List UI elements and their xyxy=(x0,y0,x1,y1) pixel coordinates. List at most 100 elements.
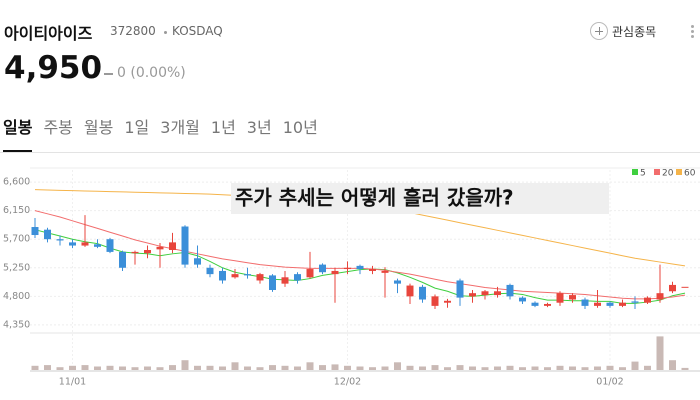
candle-body xyxy=(681,286,689,288)
more-menu[interactable] xyxy=(691,25,694,40)
volume-bar xyxy=(331,364,339,370)
volume-bar xyxy=(81,365,89,370)
y-tick-label: 5,250 xyxy=(3,262,30,273)
legend-label: 60 xyxy=(684,169,696,179)
candle-body xyxy=(431,296,439,306)
volume-bar xyxy=(381,366,389,370)
moving-average xyxy=(34,210,686,300)
legend-label: 20 xyxy=(662,169,674,179)
volume-bar xyxy=(306,362,314,370)
candle-body xyxy=(56,239,64,241)
period-tab[interactable]: 1년 xyxy=(210,118,236,137)
volume-bar xyxy=(294,366,301,370)
volume-bar xyxy=(556,365,564,370)
volume-bar xyxy=(281,365,289,370)
candle-body xyxy=(519,297,526,302)
volume-bar xyxy=(481,367,489,370)
period-tab[interactable]: 월봉 xyxy=(83,118,114,137)
volume-bar xyxy=(369,367,376,370)
volume-bar xyxy=(656,336,664,370)
volume-bar xyxy=(106,365,114,370)
candle-body xyxy=(244,274,251,276)
volume-bar xyxy=(144,366,151,370)
volume-bar xyxy=(569,366,576,370)
watch-label: 관심종목 xyxy=(612,24,657,39)
volume-bar xyxy=(156,367,164,370)
y-tick-label: 6,600 xyxy=(3,177,30,188)
no-change-icon xyxy=(104,73,113,75)
volume-bar xyxy=(44,365,51,370)
volume-bar xyxy=(531,366,539,370)
candle-body xyxy=(81,242,89,246)
candle-body xyxy=(219,270,226,281)
volume-bar xyxy=(419,366,426,370)
volume-bar xyxy=(319,365,326,370)
volume-bar xyxy=(356,366,364,370)
volume-bar xyxy=(169,365,176,370)
candle-body xyxy=(456,280,464,298)
volume-bar xyxy=(69,365,76,370)
candle-body xyxy=(206,267,214,275)
volume-bar xyxy=(119,366,126,370)
stock-name: 아이티아이즈 xyxy=(4,24,93,43)
period-tab[interactable]: 일봉 xyxy=(3,110,33,152)
plus-icon xyxy=(590,22,608,40)
volume-bar xyxy=(669,360,676,370)
price: 4,950 xyxy=(4,50,103,86)
volume-bar xyxy=(181,360,189,370)
candle-body xyxy=(631,301,639,303)
candle-body xyxy=(181,226,189,265)
candle-body xyxy=(194,258,201,265)
volume-bar xyxy=(444,367,451,370)
watch-button[interactable]: 관심종목 xyxy=(590,22,656,40)
period-tabs: 일봉 주봉 월봉 1일 3개월 1년 3년 10년 xyxy=(0,110,700,153)
volume-bar xyxy=(456,365,464,370)
candle-body xyxy=(356,265,364,270)
candle-body xyxy=(231,274,239,278)
legend-swatch xyxy=(632,169,638,175)
volume-bar xyxy=(519,367,526,370)
candle-body xyxy=(594,302,601,306)
volume-bar xyxy=(644,365,651,370)
separator xyxy=(164,31,167,34)
candle-body xyxy=(44,229,51,240)
y-tick-label: 4,800 xyxy=(3,291,30,302)
volume-bar xyxy=(581,367,589,370)
period-tab[interactable]: 3년 xyxy=(246,118,272,137)
volume-bar xyxy=(231,362,239,370)
volume-bar xyxy=(94,366,101,370)
period-tab[interactable]: 주봉 xyxy=(43,118,73,137)
candle-body xyxy=(144,250,151,254)
chart-title: 주가 추세는 어떻게 흘러 갔을까? xyxy=(235,186,514,210)
market: KOSDAQ xyxy=(172,24,223,38)
volume-bar xyxy=(506,365,514,370)
candle-body xyxy=(494,291,501,296)
candle-body xyxy=(644,297,651,303)
volume-bar xyxy=(56,367,64,370)
volume-bar xyxy=(631,361,639,370)
volume-bar xyxy=(619,367,626,370)
volume-bar xyxy=(256,367,264,370)
y-tick-label: 5,700 xyxy=(3,234,30,245)
candle-body xyxy=(344,267,351,270)
candle-body xyxy=(269,275,276,290)
candle-body xyxy=(406,285,414,297)
candle-body xyxy=(656,293,664,300)
candle-body xyxy=(306,269,314,278)
candle-body xyxy=(394,280,401,284)
candle-body xyxy=(156,246,164,250)
period-tab[interactable]: 1일 xyxy=(124,118,150,137)
candle-body xyxy=(94,244,101,247)
stock-code: 372800 xyxy=(110,24,156,38)
x-tick-label: 11/01 xyxy=(59,377,86,388)
candle-body xyxy=(469,293,476,297)
period-tab[interactable]: 3개월 xyxy=(160,118,200,137)
period-tab[interactable]: 10년 xyxy=(282,118,318,137)
legend-label: 5 xyxy=(640,169,646,179)
candle-body xyxy=(506,284,514,297)
x-tick-label: 01/02 xyxy=(596,377,623,388)
volume-bar xyxy=(494,366,501,370)
candle-body xyxy=(294,274,301,281)
candle-body xyxy=(581,299,589,306)
